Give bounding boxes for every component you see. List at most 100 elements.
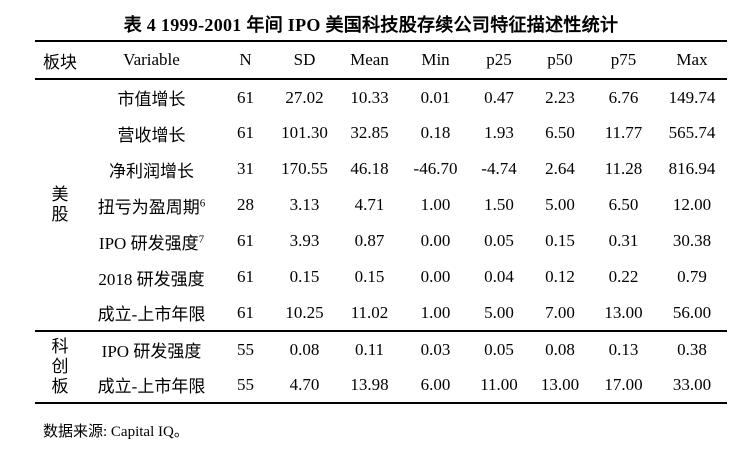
group-label-us-stocks: 美股 [35,79,85,331]
stat-value: 0.13 [590,330,657,367]
stat-value: 0.18 [420,123,451,142]
stat-value: 149.74 [668,87,716,107]
data-source-note: 数据来源: Capital IQ。 [43,424,189,440]
stat-value: 0.03 [403,330,468,367]
column-header-variable: Variable [85,41,218,80]
stat-value: 10.33 [350,87,389,107]
stat-value: 13.00 [540,374,580,394]
stat-value: 55 [218,330,273,367]
stat-value: 0.11 [336,330,403,367]
group-label-char: 股 [51,205,69,224]
group-label-star-market: 科创板 [35,330,85,403]
stat-value: 0.05 [468,330,530,367]
table-row: 成立-上市年限 55 4.70 13.98 6.00 11.00 13.00 17.00 33.… [35,367,727,403]
stat-value: 56.00 [672,302,712,322]
stat-value: 61 [237,302,254,322]
statistics-table: 板块 Variable N SD Mean Min p25 p50 p75 Ma… [35,40,727,404]
variable-name: 成立-上市年限 [85,295,218,331]
stat-value: 7.00 [545,302,575,322]
column-header-group: 板块 [35,41,85,80]
stat-value: 0.22 [608,267,639,286]
stat-value: 1.50 [484,195,514,214]
stat-value: 0.04 [484,267,514,286]
table-row: 2018 研发强度 61 0.15 0.15 0.00 0.04 0.12 0.22 0.79 [35,259,727,295]
group-label-char: 创 [51,357,69,376]
stat-value: 61 [237,267,254,286]
stat-value: 0.00 [420,231,451,250]
stat-value: 17.00 [604,374,643,394]
stat-value: 0.00 [420,267,451,286]
stat-value: 27.02 [285,87,324,107]
stat-value: 0.38 [657,330,727,367]
variable-name-text: 成立-上市年限 [97,377,206,396]
stat-value: 11.00 [480,374,518,394]
table-row: 扭亏为盈周期6 28 3.13 4.71 1.00 1.50 5.00 6.50 12.00 [35,187,727,223]
variable-name-text: 扭亏为盈周期 [97,197,200,217]
table-row: 营收增长 61 101.30 32.85 0.18 1.93 6.50 11.77 565.74 [35,115,727,151]
stat-value: 32.85 [350,123,389,142]
column-header-sd: SD [273,41,336,80]
stat-value: 55 [237,374,254,394]
variable-name-text: 市值增长 [117,90,186,109]
group-label-char: 科 [51,337,69,356]
column-header-max: Max [657,41,727,80]
variable-name-text: 2018 研发强度 [98,269,205,289]
table-row: 科创板 IPO 研发强度 55 0.08 0.11 0.03 0.05 0.08 0.13 0.3… [35,330,727,403]
variable-name: 扭亏为盈周期6 [85,187,218,223]
stat-value: 5.00 [484,302,514,322]
stat-value: 565.74 [668,123,716,142]
stat-value: 0.31 [608,231,639,250]
column-header-p50: p50 [530,41,590,80]
stat-value: 6.76 [608,87,639,107]
stat-value: 61 [237,231,254,250]
stat-value: 61 [237,87,254,107]
stat-value: 4.71 [354,195,385,214]
stat-value: 28 [237,195,254,214]
column-header-n: N [218,41,273,80]
table-title: 表 4 1999-2001 年间 IPO 美国科技股存续公司特征描述性统计 [123,15,619,35]
table-body: 美股 市值增长 61 27.02 10.33 0.01 0.47 2.23 6.76 149.74… [35,79,727,403]
stat-value: 33.00 [672,374,712,394]
stat-value: -46.70 [413,159,458,178]
stat-value: 6.00 [420,374,451,394]
stat-value: 3.93 [289,231,320,250]
table-header-row: 板块 Variable N SD Mean Min p25 p50 p75 Ma… [35,41,727,80]
stat-value: 0.08 [530,330,590,367]
stat-value: 11.02 [350,302,389,322]
stat-value: 0.79 [677,267,707,286]
variable-name: 成立-上市年限 [85,367,218,403]
stat-value: 0.15 [354,267,385,286]
stat-value: 0.15 [289,267,320,286]
variable-name-text: 净利润增长 [109,161,194,181]
stat-value: 170.55 [281,159,328,178]
stat-value: 0.47 [484,87,514,107]
stat-value: 0.08 [273,330,336,367]
variable-name-text: IPO 研发强度 [101,342,202,361]
stat-value: 6.50 [608,195,639,214]
variable-name: 净利润增长 [85,151,218,187]
group-label-char: 板 [51,377,69,396]
variable-name: 市值增长 [85,79,218,115]
variable-name-text: IPO 研发强度 [98,233,199,253]
stat-value: 4.70 [289,374,320,394]
stat-value: 11.77 [604,123,643,142]
stat-value: 0.15 [545,231,575,250]
stat-value: 101.30 [281,123,328,142]
stat-value: 31 [237,159,254,178]
variable-name-text: 成立-上市年限 [97,305,206,324]
variable-name: IPO 研发强度7 [85,223,218,259]
stat-value: 0.87 [354,231,385,250]
stat-value: 1.00 [420,195,451,214]
stat-value: 11.28 [604,159,643,178]
column-header-min: Min [403,41,468,80]
stat-value: 10.25 [285,302,324,322]
column-header-p75: p75 [590,41,657,80]
stat-value: 2.23 [545,87,575,107]
table-row: 成立-上市年限 61 10.25 11.02 1.00 5.00 7.00 13.00 56.0… [35,295,727,331]
table-row: 美股 市值增长 61 27.02 10.33 0.01 0.47 2.23 6.76 149.74 [35,79,727,225]
group-label-char: 美 [51,185,69,204]
variable-name: 2018 研发强度 [85,259,218,295]
variable-name-text: 营收增长 [117,125,186,145]
footnote-ref: 6 [199,196,206,209]
